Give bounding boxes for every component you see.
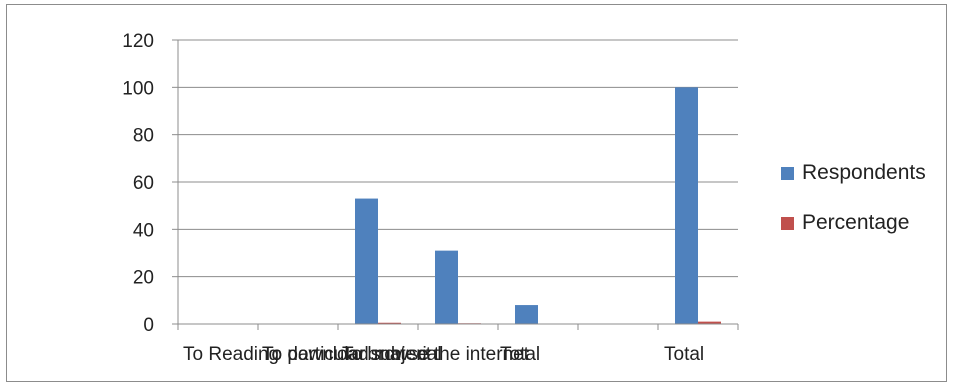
bars bbox=[355, 87, 721, 324]
bar-respondents-2 bbox=[355, 198, 378, 324]
legend: Respondents Percentage bbox=[781, 161, 926, 234]
x-category-label: Total bbox=[500, 344, 540, 365]
bar-respondents-5 bbox=[675, 87, 698, 324]
y-tick-label: 0 bbox=[143, 315, 154, 336]
bar-respondents-3 bbox=[435, 250, 458, 324]
y-tick-label: 60 bbox=[133, 173, 154, 194]
x-category-label: Total bbox=[664, 344, 704, 365]
y-tick-label: 20 bbox=[133, 268, 154, 289]
axes bbox=[172, 39, 739, 330]
y-axis-ticks: 0 20 40 60 80 100 120 bbox=[122, 31, 154, 336]
bar-percentage-5 bbox=[698, 321, 721, 324]
legend-label-percentage: Percentage bbox=[802, 211, 909, 234]
y-tick-label: 80 bbox=[133, 126, 154, 147]
x-category-label: To download material bbox=[262, 344, 442, 365]
x-category-label: To browse the internet bbox=[342, 344, 530, 365]
chart-frame bbox=[6, 4, 947, 382]
legend-label-respondents: Respondents bbox=[802, 161, 926, 184]
y-tick-label: 40 bbox=[133, 220, 154, 241]
legend-swatch-respondents bbox=[781, 167, 794, 180]
legend-swatch-percentage bbox=[781, 217, 794, 230]
y-tick-label: 120 bbox=[122, 31, 154, 52]
bar-respondents-4 bbox=[515, 305, 538, 324]
gridlines bbox=[178, 39, 738, 278]
y-tick-label: 100 bbox=[122, 78, 154, 99]
bar-percentage-2 bbox=[378, 322, 401, 324]
x-category-label: To particular subject bbox=[262, 344, 432, 365]
x-category-label: To Reading bbox=[183, 344, 279, 365]
